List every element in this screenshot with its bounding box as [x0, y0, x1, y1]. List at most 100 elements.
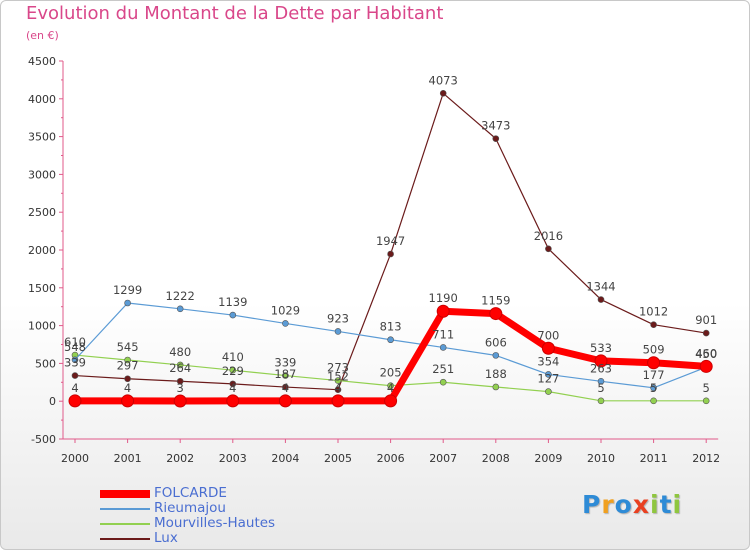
data-label: 3: [177, 381, 184, 395]
legend-swatch: [100, 508, 150, 510]
data-point: [229, 380, 237, 388]
data-point: [124, 375, 131, 383]
data-point: [545, 371, 552, 378]
data-label: 177: [643, 368, 665, 382]
data-label: 610: [64, 335, 86, 349]
chart-subtitle: (en €): [26, 29, 59, 42]
data-label: 606: [485, 335, 507, 349]
data-point: [121, 394, 135, 408]
data-label: 4: [124, 381, 131, 395]
data-label: 2016: [534, 229, 563, 243]
data-label: 533: [590, 341, 612, 355]
x-tick-label: 2009: [534, 452, 562, 465]
x-tick-label: 2002: [166, 452, 194, 465]
data-point: [492, 383, 500, 391]
data-label: 548: [64, 340, 86, 354]
data-point: [282, 320, 289, 327]
data-label: 5: [703, 381, 710, 395]
data-label: 264: [169, 361, 191, 375]
y-tick-label: 4000: [28, 93, 56, 106]
x-tick-label: 2007: [429, 452, 457, 465]
data-point: [387, 336, 394, 344]
data-label: 901: [695, 313, 717, 327]
data-point: [650, 384, 657, 392]
data-label: 339: [64, 356, 86, 370]
data-label: 354: [537, 354, 559, 368]
data-label: 4: [334, 381, 341, 395]
data-point: [278, 394, 292, 408]
data-point: [650, 321, 657, 328]
x-tick-label: 2011: [640, 452, 668, 465]
data-point: [545, 388, 552, 395]
data-point: [597, 296, 605, 303]
data-point: [334, 328, 342, 335]
proxiti-logo: Proxiti: [582, 490, 683, 519]
data-point: [699, 359, 713, 373]
legend-label: Lux: [154, 530, 178, 546]
data-label: 700: [537, 328, 559, 342]
data-label: 1947: [376, 234, 405, 248]
data-label: 1344: [586, 280, 615, 294]
data-labels: 4 4 3 4 4 4 4 1190 1159 700 533 509 460 548 1299 1222 11…: [64, 73, 717, 395]
data-point: [387, 382, 394, 390]
data-point: [702, 397, 710, 405]
data-point: [173, 394, 187, 408]
data-label: 205: [380, 366, 402, 380]
data-point: [124, 299, 131, 307]
legend-swatch: [100, 490, 150, 498]
data-label: 5: [650, 381, 657, 395]
data-label: 1190: [429, 291, 458, 305]
data-point: [282, 383, 289, 391]
legend-item-rieumajou: Rieumajou: [100, 501, 350, 516]
data-label: 1029: [271, 303, 300, 317]
data-label: 480: [169, 345, 191, 359]
data-label: 1159: [481, 294, 510, 308]
data-label: 923: [327, 311, 349, 325]
data-point: [334, 377, 342, 384]
data-label: 4: [387, 381, 394, 395]
data-label: 1139: [218, 295, 247, 309]
data-point: [176, 377, 184, 385]
data-point: [541, 341, 555, 355]
data-label: 5: [597, 381, 604, 395]
data-label: 4: [71, 381, 78, 395]
data-point: [229, 311, 237, 319]
data-label: 1222: [166, 289, 195, 303]
data-label: 187: [274, 367, 296, 381]
data-point: [384, 394, 398, 408]
x-tick-label: 2008: [482, 452, 510, 465]
legend-item-folcarde: FOLCARDE: [100, 486, 350, 501]
data-label: 229: [222, 364, 244, 378]
y-tick-label: 2000: [28, 244, 56, 257]
data-point: [282, 372, 289, 379]
legend-swatch: [100, 523, 150, 525]
data-point: [176, 305, 184, 313]
data-point: [68, 394, 82, 408]
data-label: 813: [380, 320, 402, 334]
y-tick-label: -500: [31, 433, 56, 446]
data-point: [489, 307, 503, 321]
y-tick-label: 4500: [28, 55, 56, 68]
data-label: 188: [485, 367, 507, 381]
data-point: [597, 378, 605, 385]
data-point: [702, 329, 710, 337]
x-tick-label: 2000: [61, 452, 89, 465]
data-point: [229, 366, 237, 374]
data-point: [334, 386, 342, 394]
data-label: 545: [117, 340, 139, 354]
data-point: [387, 250, 394, 258]
data-point: [71, 372, 79, 379]
legend-swatch: [100, 538, 150, 540]
x-tick-label: 2003: [219, 452, 247, 465]
data-point: [650, 397, 657, 405]
data-point: [492, 352, 500, 359]
data-label: 460: [695, 346, 717, 360]
data-label: 4: [229, 381, 236, 395]
data-label: 251: [432, 362, 454, 376]
data-point: [647, 356, 661, 370]
data-label: 273: [327, 361, 349, 375]
data-label: 509: [643, 343, 665, 357]
legend-label: Mourvilles-Hautes: [154, 515, 276, 531]
y-tick-label: 3500: [28, 131, 56, 144]
